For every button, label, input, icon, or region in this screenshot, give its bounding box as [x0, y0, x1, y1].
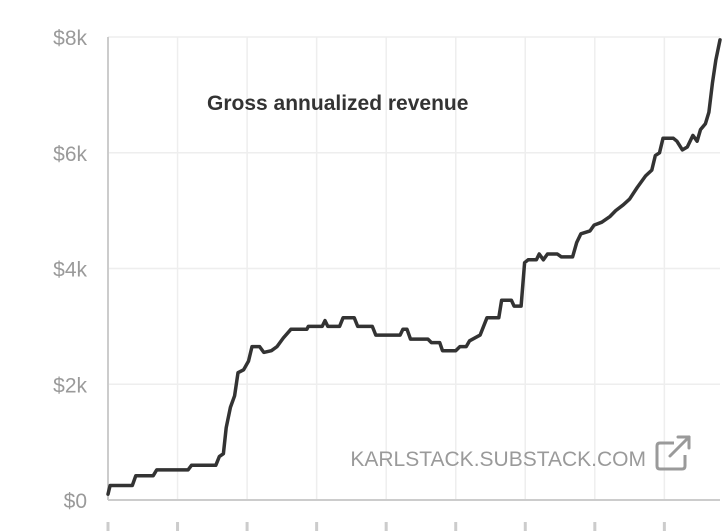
- watermark: KARLSTACK.SUBSTACK.COM: [350, 435, 691, 471]
- axis-layer: $0 $2k $4k $6k $8k: [53, 27, 720, 531]
- external-link-icon[interactable]: [655, 435, 691, 471]
- watermark-text: KARLSTACK.SUBSTACK.COM: [350, 448, 646, 471]
- chart-title: Gross annualized revenue: [207, 92, 468, 115]
- grid-layer: [107, 36, 720, 500]
- series-layer: [106, 38, 722, 496]
- y-tick-label: $0: [64, 490, 87, 513]
- y-tick-label: $6k: [53, 143, 87, 166]
- y-tick-label: $4k: [53, 259, 87, 282]
- y-tick-label: $2k: [53, 374, 87, 397]
- y-tick-label: $8k: [53, 27, 87, 50]
- series-line-revenue: [106, 38, 722, 496]
